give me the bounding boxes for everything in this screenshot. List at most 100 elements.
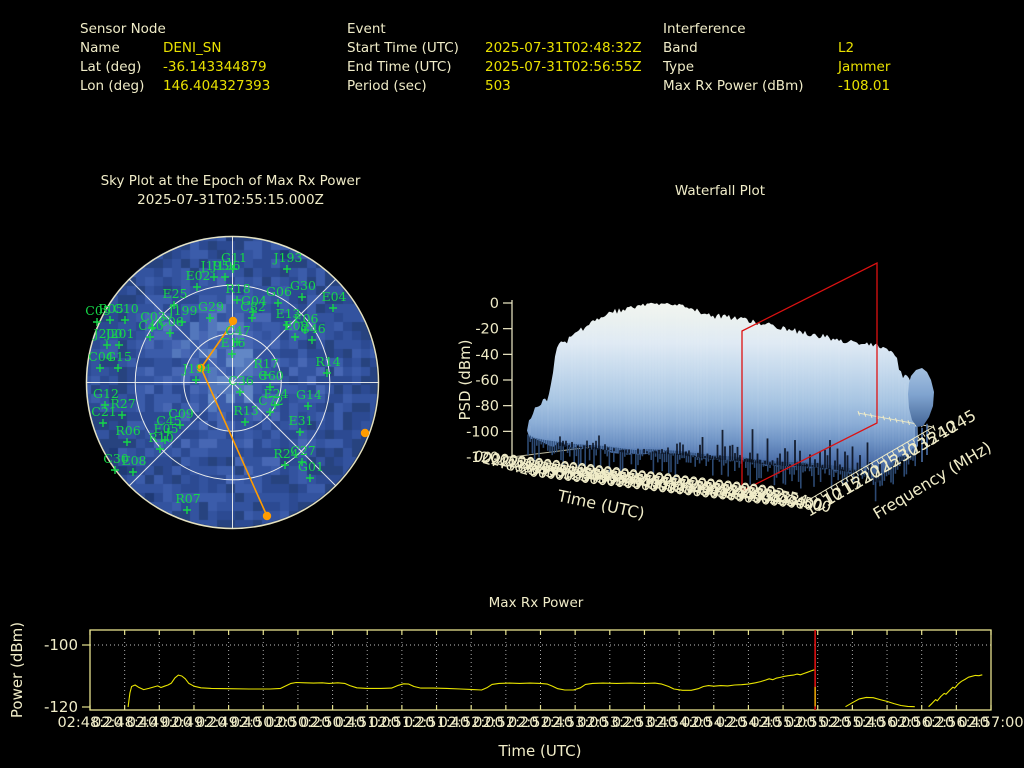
skyplot-epoch-line: 2025-07-31T02:55:15.000Z	[137, 192, 324, 208]
sky-spoke	[232, 278, 337, 383]
satellite-marker	[233, 296, 241, 304]
field-value: 503	[485, 78, 511, 94]
satellite-marker	[148, 324, 156, 332]
satellite-label: C03	[140, 309, 166, 324]
satellite-marker	[192, 376, 200, 384]
satellite-marker	[193, 283, 201, 291]
satellite-marker	[323, 369, 331, 377]
sensor-lon-row: Lon (deg) 146.404327393	[80, 77, 270, 96]
x-tick-label: 02:49:20	[161, 715, 226, 731]
sensor-lat-row: Lat (deg) -36.143344879	[80, 58, 270, 77]
satellite-marker	[99, 419, 107, 427]
sky-orange-dot	[360, 428, 370, 438]
satellite-label: E24	[263, 386, 288, 401]
sky-orange-dot	[196, 363, 206, 373]
freq-tick	[840, 480, 844, 485]
satellite-marker	[146, 333, 154, 341]
sky-orange-dot	[228, 316, 238, 326]
x-tick-label: 02:53:40	[612, 715, 677, 731]
satellite-label: C09	[168, 406, 194, 421]
psd-tick-label: -120	[466, 450, 499, 466]
max-power-trace	[127, 669, 815, 708]
waterfall-right-blob	[908, 368, 934, 427]
interference-power-row: Max Rx Power (dBm) -108.01	[663, 77, 890, 96]
satellite-marker	[123, 438, 131, 446]
satellite-marker	[266, 408, 274, 416]
x-tick-label: 02:52:40	[508, 715, 573, 731]
time-axis-label: Time (UTC)	[498, 742, 582, 760]
x-tick-label: 02:55:20	[785, 715, 850, 731]
satellite-label: G01	[298, 459, 324, 474]
satellite-label: G14	[296, 387, 322, 402]
x-tick-label: 02:55:00	[751, 715, 816, 731]
satellite-marker	[229, 265, 237, 273]
freq-tick	[927, 429, 931, 434]
freq-minor-tick	[888, 416, 892, 422]
x-tick-label: 02:52:00	[439, 715, 504, 731]
satellite-label: G29	[198, 299, 224, 314]
freq-tick	[906, 441, 911, 446]
satellite-label: J196	[210, 258, 241, 273]
max-power-trace	[845, 696, 915, 708]
max-rx-power-chart: 02:48:2002:48:4002:49:0002:49:2002:49:40…	[8, 622, 1024, 760]
satellite-label: J193	[272, 250, 303, 265]
field-label: Band	[663, 40, 698, 56]
satellite-label: E08	[121, 453, 146, 468]
freq-tick	[820, 492, 824, 497]
satellite-label: C36	[228, 373, 254, 388]
freq-tick	[901, 444, 905, 449]
satellite-marker	[228, 350, 236, 358]
satellite-label: C04	[88, 349, 114, 364]
freq-tick	[932, 426, 936, 431]
satellite-label: J201	[104, 326, 135, 341]
satellite-label: C46	[300, 321, 326, 336]
event-title: Event	[347, 21, 386, 37]
freq-tick	[896, 447, 900, 452]
power-axis-label: Power (dBm)	[8, 622, 26, 718]
satellite-marker	[306, 474, 314, 482]
satellite-label: E09	[283, 318, 308, 333]
satellite-label: G30	[290, 278, 316, 293]
field-value: -36.143344879	[163, 59, 267, 75]
chart-frame	[89, 629, 992, 711]
freq-tick	[804, 501, 808, 506]
field-label: Max Rx Power (dBm)	[663, 78, 804, 94]
freq-tick	[845, 477, 849, 482]
sensor-node-title: Sensor Node	[80, 21, 166, 37]
satellite-label: C40	[138, 318, 164, 333]
satellite-label: C72	[258, 393, 283, 408]
satellite-label: E05	[153, 421, 178, 436]
event-period-row: Period (sec) 503	[347, 77, 642, 96]
satellite-label: G04	[241, 293, 267, 308]
x-tick-label: 02:56:00	[854, 715, 919, 731]
x-tick-label: 02:51:20	[369, 715, 434, 731]
psd-tick-label: 0	[490, 296, 499, 312]
psd-tick-label: -80	[475, 399, 499, 415]
interference-title: Interference	[663, 21, 746, 37]
freq-tick	[830, 486, 834, 491]
satellite-marker	[121, 316, 129, 324]
satellite-marker	[271, 401, 279, 409]
satellite-label: G06	[266, 284, 292, 299]
sky-spoke	[232, 382, 337, 487]
interference-type-row: Type Jammer	[663, 58, 890, 77]
satellite-marker	[233, 338, 241, 346]
freq-tick	[799, 504, 803, 509]
satellite-marker	[103, 341, 111, 349]
satellite-marker	[118, 411, 126, 419]
x-tick-label: 02:57:00	[958, 715, 1023, 731]
sky-spoke	[128, 382, 233, 487]
satellite-marker	[296, 428, 304, 436]
satellite-marker	[241, 418, 249, 426]
freq-tick	[855, 471, 859, 476]
freq-tick	[825, 489, 829, 494]
y-tick-label: -120	[44, 698, 78, 716]
satellite-label: C45	[156, 413, 181, 428]
interference-panel: Interference Band L2 Type Jammer Max Rx Po…	[663, 20, 890, 96]
field-label: Type	[663, 59, 695, 75]
waterfall-title: Waterfall Plot	[674, 183, 766, 199]
field-label: Lat (deg)	[80, 59, 142, 75]
x-tick-label: 02:50:00	[231, 715, 296, 731]
satellite-label: C27	[290, 443, 316, 458]
